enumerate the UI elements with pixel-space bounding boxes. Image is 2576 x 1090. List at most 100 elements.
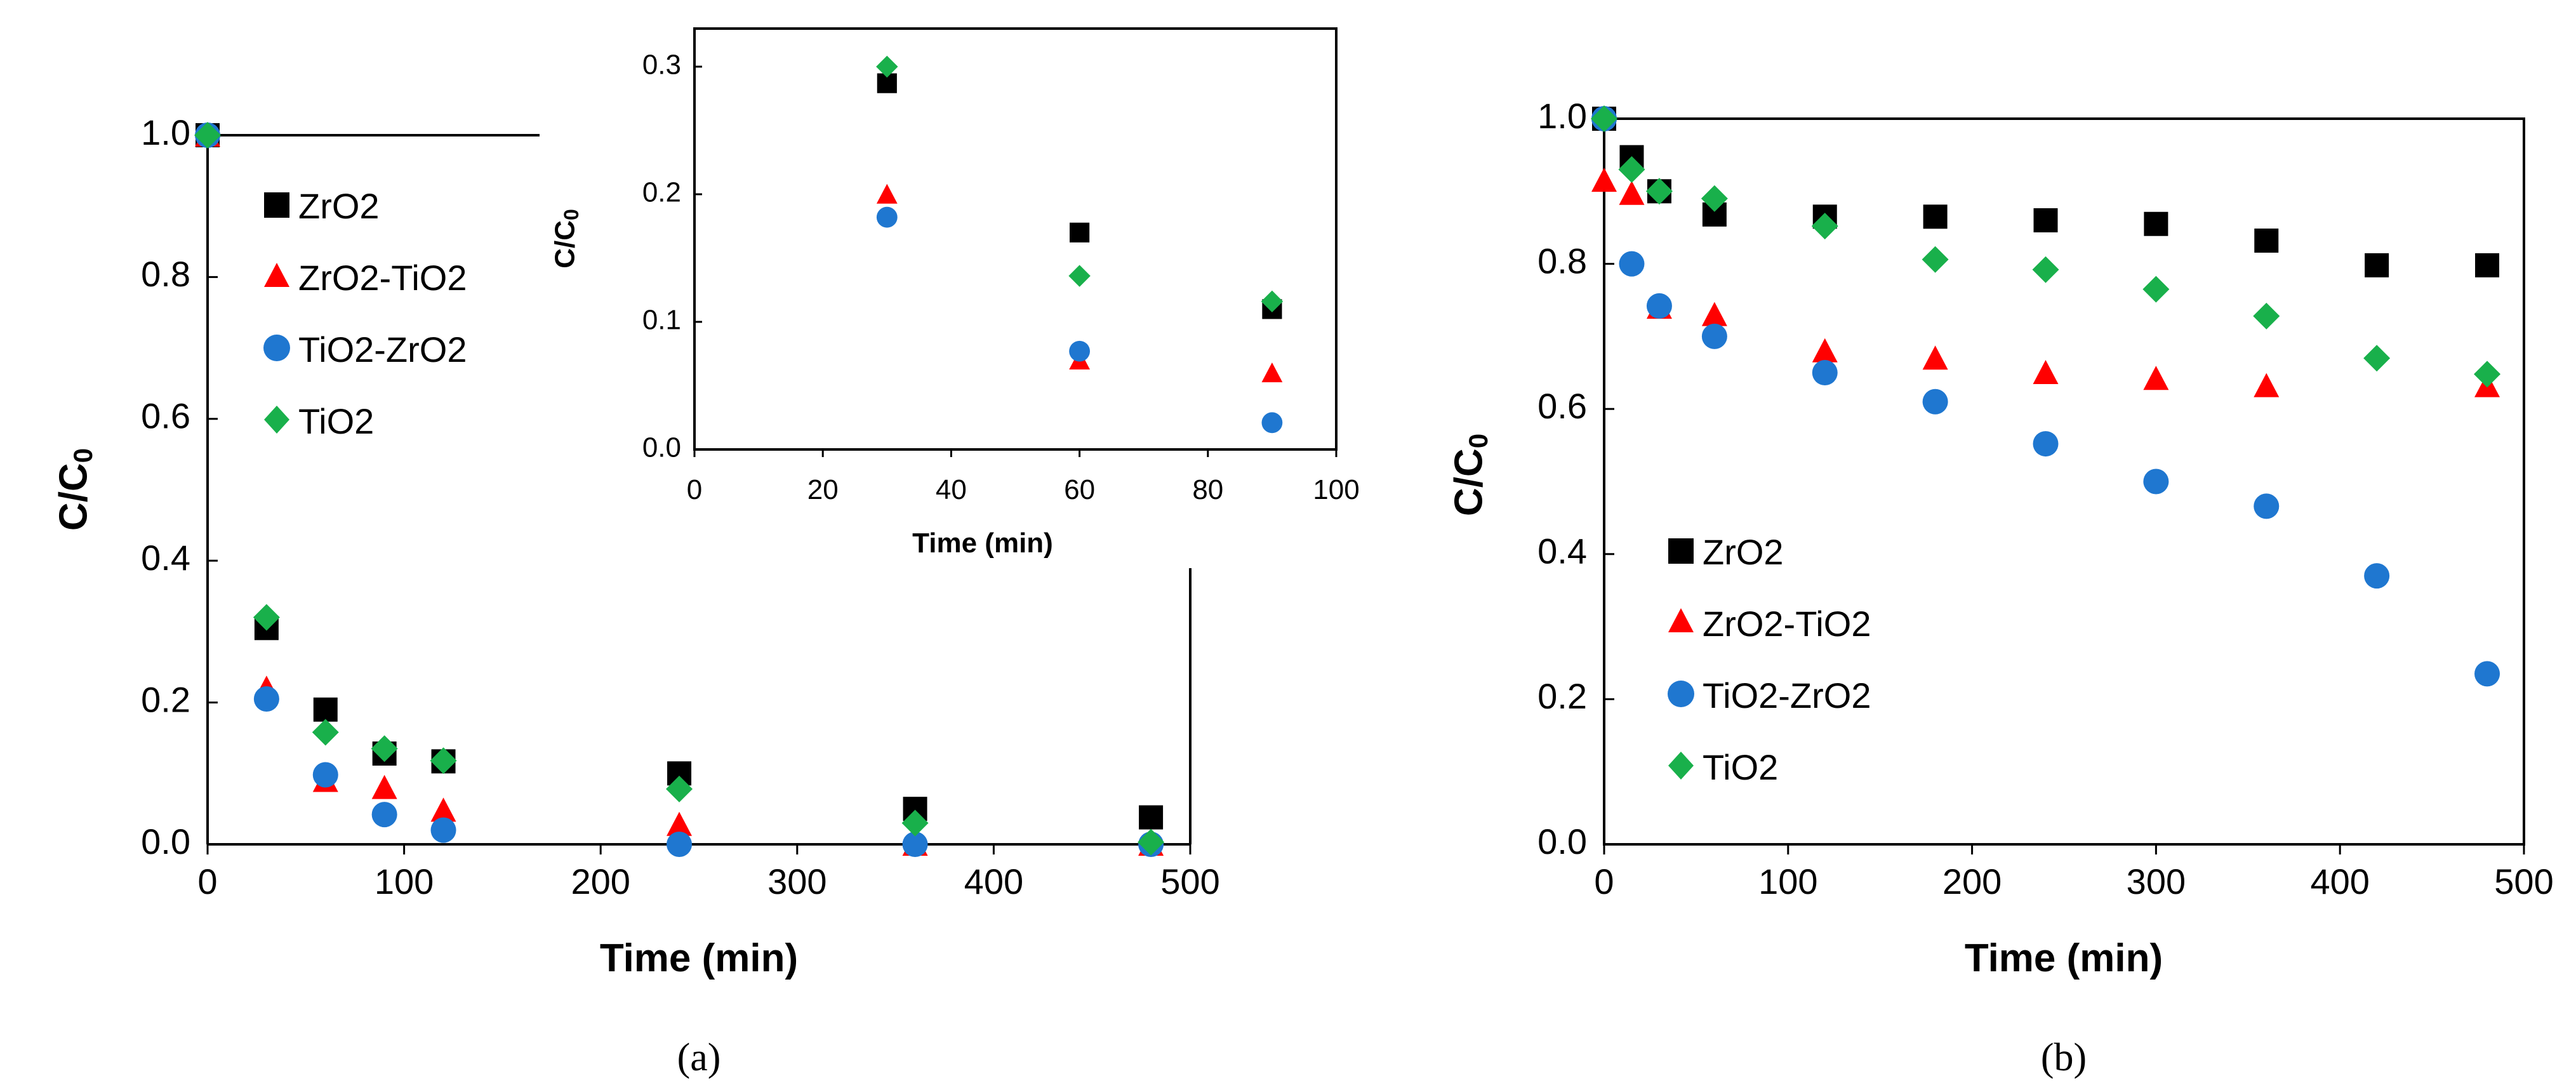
chart-a-inset-point-diamond [876, 55, 898, 78]
legend-marker-diamond [1668, 752, 1694, 780]
chart-a-inset-point-circle [1261, 412, 1283, 434]
chart-a-inset: 0.0 0.1 0.2 0.3 0 20 40 60 80 100 Time (… [550, 27, 1360, 559]
chart-a-ytick-label: 0.2 [141, 679, 190, 719]
chart-a-inset-xtick-label: 80 [1192, 474, 1223, 505]
legend-marker-circle [263, 335, 290, 361]
chart-a-point-diamond [194, 122, 221, 149]
chart-b-point-circle [2143, 469, 2169, 495]
chart-a-point-triangle [371, 774, 397, 799]
legend-marker-square [1668, 538, 1694, 564]
chart-a-xtick-label: 400 [964, 861, 1023, 901]
chart-b-point-diamond [1591, 105, 1617, 132]
chart-b-ytick-label: 0.8 [1537, 241, 1587, 281]
chart-a-point-circle [667, 832, 693, 857]
chart-b-series-tio2-zro2 [1591, 106, 2500, 687]
chart-b-ytick-label: 0.0 [1537, 821, 1587, 861]
chart-b-point-triangle [1619, 180, 1645, 205]
chart-b-series-zro2 [1592, 107, 2500, 277]
chart-a-point-circle [253, 686, 279, 712]
chart-a: 0.0 0.2 0.4 0.6 0.8 1.0 0 100 200 300 40… [51, 27, 1360, 1079]
chart-a-inset-xtick-label: 40 [936, 474, 967, 505]
chart-a-inset-point-diamond [1261, 290, 1284, 313]
chart-a-inset-point-triangle [1261, 362, 1283, 383]
chart-b-xtick-label: 300 [2127, 861, 2186, 901]
chart-b-point-triangle [1591, 168, 1617, 192]
chart-a-legend-label: TiO2-ZrO2 [298, 329, 467, 369]
chart-a-point-circle [902, 832, 928, 857]
chart-b-xtick-label: 200 [1942, 861, 2002, 901]
chart-b-legend-label: ZrO2-TiO2 [1703, 604, 1871, 644]
chart-b-ytick-label: 0.6 [1537, 386, 1587, 426]
chart-a-point-square [313, 697, 338, 722]
chart-a-panel-label: (a) [677, 1036, 721, 1079]
chart-a-point-circle [371, 802, 397, 828]
chart-a-legend-label: ZrO2 [298, 186, 380, 226]
chart-a-ytick-label: 0.0 [141, 821, 190, 861]
chart-a-point-diamond [312, 719, 339, 746]
chart-b-legend: ZrO2 ZrO2-TiO2 TiO2-ZrO2 TiO2 [1668, 532, 1871, 787]
chart-b-point-triangle [1701, 302, 1727, 326]
chart-b-point-diamond [2142, 276, 2170, 303]
legend-marker-square [264, 192, 289, 218]
chart-b-point-circle [1812, 360, 1838, 386]
chart-a-point-diamond [430, 747, 457, 774]
chart-a-inset-x-axis-label: Time (min) [912, 528, 1053, 559]
chart-b-xtick-label: 400 [2310, 861, 2369, 901]
chart-b-point-triangle [2143, 366, 2169, 390]
chart-a-xtick-label: 100 [375, 861, 434, 901]
chart-a-inset-ytick-label: 0.2 [642, 177, 681, 208]
chart-b-point-circle [2474, 661, 2500, 687]
legend-marker-triangle [1668, 608, 1694, 632]
chart-b-point-circle [1619, 251, 1645, 277]
chart-a-point-square [1139, 805, 1164, 830]
chart-b-point-diamond [1922, 246, 1949, 273]
chart-a-series-tio2 [194, 122, 1165, 856]
chart-a-inset-plot-area [876, 55, 1284, 434]
chart-b-ytick-label: 1.0 [1537, 96, 1587, 136]
chart-b-point-diamond [1701, 185, 1728, 212]
chart-a-inset-xtick-label: 60 [1064, 474, 1095, 505]
chart-a-inset-point-circle [1069, 340, 1090, 362]
chart-b-point-square [1923, 204, 1948, 229]
chart-b-xtick-label: 500 [2494, 861, 2553, 901]
chart-a-point-diamond [666, 775, 693, 802]
chart-a-ytick-label: 1.0 [141, 112, 190, 152]
chart-b-y-ticks: 0.0 0.2 0.4 0.6 0.8 1.0 [1537, 96, 1614, 861]
chart-a-point-diamond [371, 735, 398, 762]
chart-b-point-square [2475, 253, 2500, 277]
chart-b-point-circle [2033, 431, 2059, 457]
chart-b-point-diamond [2253, 302, 2280, 329]
chart-b-point-circle [1701, 323, 1727, 349]
chart-b-x-ticks: 0 100 200 300 400 500 [1594, 844, 2554, 901]
chart-b-legend-label: TiO2-ZrO2 [1703, 675, 1871, 715]
chart-b-point-triangle [1812, 338, 1838, 362]
chart-a-inset-point-triangle [876, 183, 898, 204]
chart-a-xtick-label: 0 [197, 861, 217, 901]
chart-b-point-diamond [2032, 256, 2059, 283]
chart-a-inset-y-axis-label: C/C0 [550, 209, 583, 269]
chart-a-inset-y-ticks: 0.0 0.1 0.2 0.3 [642, 50, 702, 463]
chart-b-y-axis-label: C/C0 [1447, 434, 1493, 516]
chart-a-inset-xtick-label: 20 [807, 474, 839, 505]
chart-b-point-square [2144, 211, 2168, 236]
chart-b-frame [1603, 117, 2525, 846]
chart-b-point-diamond [1618, 156, 1645, 183]
legend-marker-circle [1668, 681, 1694, 707]
chart-a-x-ticks: 0 100 200 300 400 500 [197, 844, 1220, 901]
chart-b-xtick-label: 100 [1758, 861, 1817, 901]
chart-a-plot-area [194, 122, 1165, 857]
chart-a-x-axis-label: Time (min) [600, 936, 798, 980]
chart-b-legend-label: ZrO2 [1703, 532, 1784, 572]
chart-b-point-diamond [1645, 178, 1673, 205]
chart-a-inset-frame [693, 27, 1338, 451]
chart-a-xtick-label: 300 [767, 861, 827, 901]
chart-b-point-square [2033, 208, 2058, 233]
chart-a-inset-ytick-label: 0.1 [642, 305, 681, 336]
chart-b-point-triangle [1922, 345, 1948, 370]
chart-a-inset-point-circle [876, 206, 898, 228]
chart-a-point-diamond [901, 809, 929, 837]
chart-b-point-triangle [2254, 373, 2280, 397]
chart-a-point-circle [312, 762, 338, 788]
legend-marker-diamond [264, 406, 289, 434]
chart-b-ytick-label: 0.4 [1537, 531, 1587, 571]
